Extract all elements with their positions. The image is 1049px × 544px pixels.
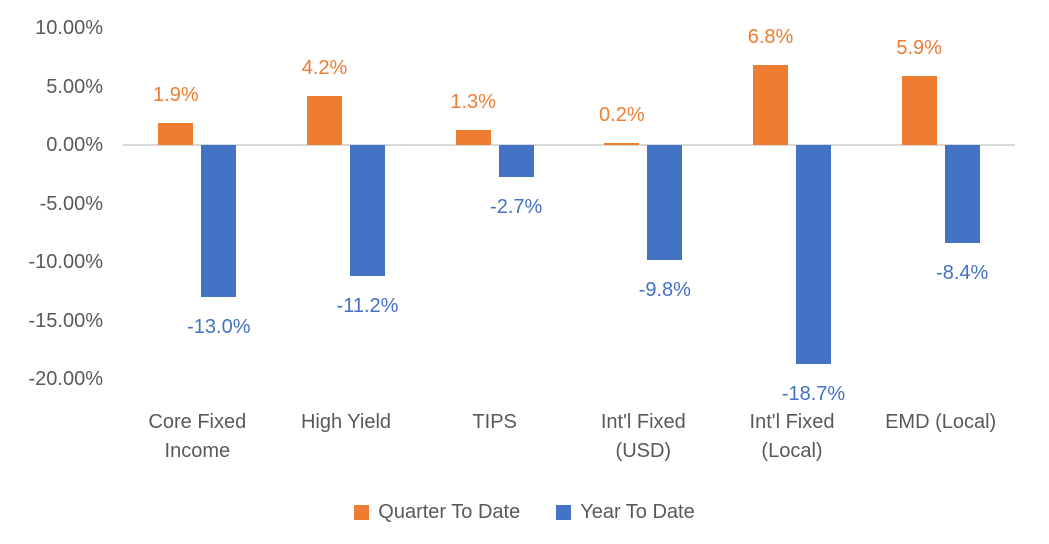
category-label-line: EMD (Local) [885, 411, 997, 433]
data-label-quarter-to-date-int-l-fixed-usd: 0.2% [599, 103, 645, 126]
category-label-line: Int'l Fixed [600, 411, 686, 433]
category-label-line: Income [164, 440, 231, 462]
category-label-int-l-fixed-local: Int'l Fixed (Local) [707, 408, 877, 466]
y-axis-tick-label: -5.00% [39, 192, 103, 215]
legend-swatch-icon-year-to-date [556, 505, 572, 520]
data-label-quarter-to-date-emd-local: 5.9% [896, 36, 942, 59]
category-label-line: High Yield [300, 411, 392, 433]
y-axis-tick-label: -15.00% [28, 309, 104, 332]
bar-year-to-date-int-l-fixed-usd [647, 145, 683, 260]
category-label-line: (USD) [615, 440, 672, 462]
bar-year-to-date-high-yield [350, 145, 385, 277]
legend-swatch-icon-quarter-to-date [354, 505, 370, 520]
category-label-line: TIPS [472, 411, 517, 433]
bar-year-to-date-int-l-fixed-local [796, 145, 831, 364]
category-label-high-yield: High Yield [261, 408, 431, 437]
data-label-quarter-to-date-core-fixed-income: 1.9% [153, 83, 199, 106]
data-label-quarter-to-date-high-yield: 4.2% [301, 56, 348, 79]
data-label-year-to-date-int-l-fixed-local: -18.7% [781, 382, 846, 405]
category-label-tips: TIPS [410, 408, 580, 437]
y-axis-tick-label: 0.00% [46, 134, 103, 156]
bar-quarter-to-date-tips [455, 129, 491, 145]
data-label-quarter-to-date-int-l-fixed-local: 6.8% [747, 26, 794, 49]
bar-year-to-date-core-fixed-income [201, 145, 237, 298]
legend-label-year-to-date: Year To Date [580, 501, 695, 523]
data-label-year-to-date-emd-local: -8.4% [936, 262, 989, 285]
bar-quarter-to-date-core-fixed-income [158, 122, 194, 145]
y-axis-tick-label: -20.00% [28, 368, 104, 390]
legend: Quarter To Date Year To Date [0, 501, 1049, 524]
category-label-line: Int'l Fixed [749, 411, 835, 433]
data-label-quarter-to-date-tips: 1.3% [450, 90, 496, 113]
category-label-line: (Local) [761, 440, 823, 462]
category-label-emd-local: EMD (Local) [856, 408, 1026, 437]
data-label-year-to-date-high-yield: -11.2% [336, 295, 399, 318]
y-axis-tick-label: 5.00% [46, 75, 103, 98]
legend-item-year-to-date: Year To Date [556, 501, 695, 524]
bar-quarter-to-date-int-l-fixed-usd [604, 142, 640, 145]
bar-quarter-to-date-emd-local [901, 75, 937, 145]
data-label-year-to-date-core-fixed-income: -13.0% [187, 316, 251, 339]
bar-year-to-date-tips [498, 145, 534, 177]
category-label-int-l-fixed-usd: Int'l Fixed (USD) [558, 408, 728, 466]
bar-quarter-to-date-int-l-fixed-local [753, 65, 788, 145]
category-label-line: Core Fixed [148, 411, 247, 433]
data-label-year-to-date-int-l-fixed-usd: -9.8% [638, 278, 691, 301]
y-axis-tick-label: -10.00% [28, 251, 104, 273]
bar-year-to-date-emd-local [944, 145, 980, 244]
y-axis-tick-label: 10.00% [35, 17, 103, 39]
bar-quarter-to-date-high-yield [307, 95, 342, 145]
category-label-core-fixed-income: Core Fixed Income [112, 408, 282, 466]
data-label-year-to-date-tips: -2.7% [490, 195, 543, 218]
legend-item-quarter-to-date: Quarter To Date [354, 501, 520, 524]
legend-label-quarter-to-date: Quarter To Date [378, 501, 521, 523]
zero-axis-line [123, 144, 1015, 146]
